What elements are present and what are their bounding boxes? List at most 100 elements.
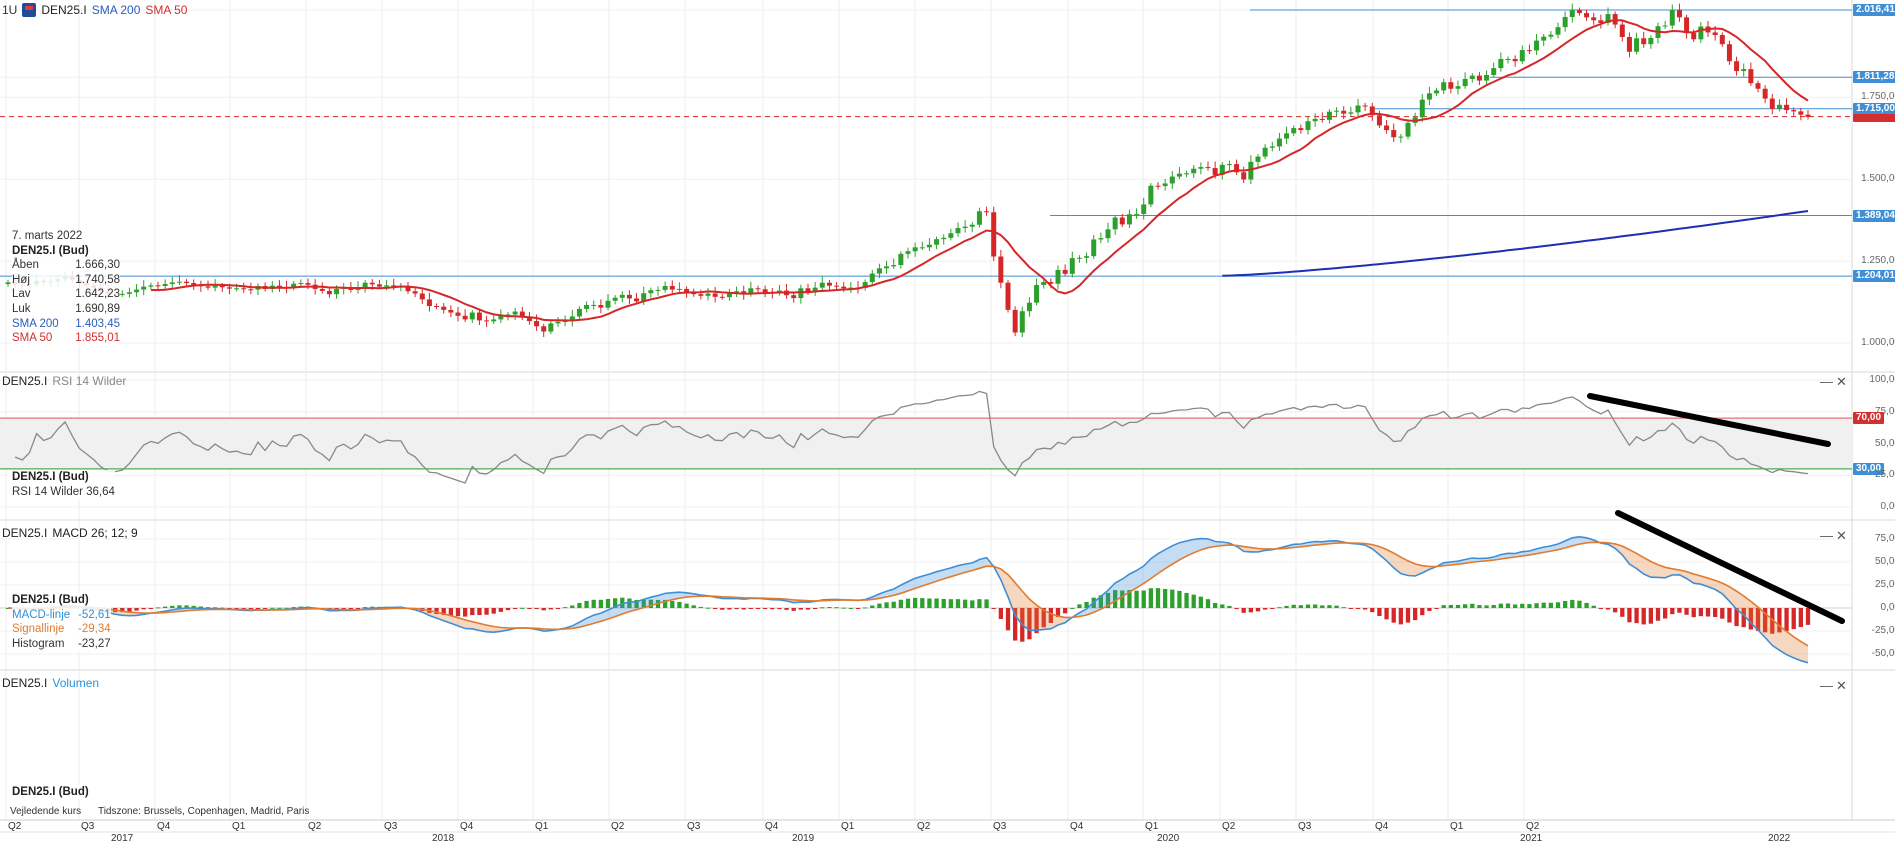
histogram-bar <box>920 598 925 608</box>
histogram-label: Histogram <box>12 637 65 650</box>
histogram-bar <box>1334 605 1339 608</box>
histogram-bar <box>1805 608 1811 625</box>
histogram-bar <box>684 603 689 608</box>
sma200-legend[interactable]: SMA 200 <box>91 3 141 17</box>
macd-fill <box>915 576 923 589</box>
info-value-sma200: 1.403,45 <box>75 317 120 330</box>
candle-body <box>1798 111 1804 115</box>
rsi-plot <box>0 390 1852 484</box>
candle-body <box>484 320 490 322</box>
candle-body <box>226 287 232 289</box>
macd-fill <box>1772 619 1780 651</box>
histogram-bar <box>341 608 346 609</box>
year-tick-label: 2019 <box>792 833 815 844</box>
histogram-bar <box>184 605 189 608</box>
volume-title-symbol: DEN25.I <box>2 676 48 690</box>
year-tick-label: 2018 <box>432 833 455 844</box>
candle-body <box>1134 213 1140 215</box>
macd-title-indicator[interactable]: MACD 26; 12; 9 <box>52 526 138 540</box>
histogram-bar <box>1741 608 1746 628</box>
quarter-tick-label: Q3 <box>687 821 701 832</box>
histogram-bar <box>441 608 446 616</box>
histogram-bar <box>1270 608 1275 609</box>
candle-body <box>241 288 247 290</box>
candle-body <box>1326 111 1332 120</box>
histogram-bar <box>1534 603 1539 608</box>
candle-body <box>1205 167 1211 169</box>
macd-axis-label: 0,00 <box>1880 602 1895 613</box>
macd-close-icon[interactable]: ✕ <box>1836 528 1847 543</box>
candle-body <box>869 273 875 283</box>
candle-body <box>1498 58 1504 69</box>
quarter-tick-label: Q1 <box>841 821 855 832</box>
macd-fill <box>636 599 644 610</box>
histogram-bar <box>434 608 439 615</box>
rsi-box: DEN25.I (Bud) RSI 14 Wilder 36,64 <box>12 470 115 500</box>
macd-fill <box>958 564 966 575</box>
candle-body <box>648 290 654 294</box>
candle-body <box>1291 128 1297 134</box>
histogram-bar <box>277 607 282 609</box>
candle-body <box>448 309 454 313</box>
histogram-bar <box>777 608 782 610</box>
candle-body <box>519 311 525 318</box>
candle-body <box>1726 44 1732 62</box>
volume-minimize-icon[interactable]: — <box>1820 678 1833 693</box>
histogram-bar <box>177 605 182 608</box>
candle-body <box>1176 173 1182 177</box>
quarter-tick-label: Q3 <box>1298 821 1312 832</box>
volume-header: DEN25.I Volumen <box>2 675 99 691</box>
candle-body <box>1455 86 1461 89</box>
macd-minimize-icon[interactable]: — <box>1820 528 1833 543</box>
candle-body <box>1769 98 1775 109</box>
info-label-sma50: SMA 50 <box>12 332 53 345</box>
year-tick-label: 2020 <box>1157 833 1180 844</box>
rsi-close-icon[interactable]: ✕ <box>1836 374 1847 389</box>
sma50-legend[interactable]: SMA 50 <box>145 3 188 17</box>
macd-fill <box>622 602 630 615</box>
histogram-bar <box>1798 608 1803 628</box>
candle-body <box>1469 75 1475 79</box>
candle-body <box>455 312 461 316</box>
histogram-bar <box>1391 608 1396 623</box>
symbol-label[interactable]: DEN25.I <box>41 3 87 17</box>
volume-title-indicator[interactable]: Volumen <box>52 676 100 690</box>
histogram-bar <box>1341 607 1346 609</box>
candle-body <box>1112 217 1118 230</box>
histogram-bar <box>1541 602 1546 608</box>
price-level-tag: 1.811,28 <box>1853 71 1895 84</box>
macd-fill <box>650 595 658 606</box>
histogram-bar <box>927 598 932 608</box>
candle-body <box>1384 125 1390 131</box>
candle-body <box>684 288 690 293</box>
info-value-open: 1.666,30 <box>75 259 120 272</box>
histogram-bar <box>255 608 261 609</box>
candle-body <box>1576 10 1582 14</box>
quarter-tick-label: Q4 <box>765 821 779 832</box>
candle-body <box>934 239 940 245</box>
candle-body <box>1791 110 1797 112</box>
info-label-close: Luk <box>12 302 31 315</box>
histogram-bar <box>1420 608 1425 616</box>
histogram-bar <box>734 608 739 610</box>
candle-body <box>1398 136 1404 138</box>
candle-body <box>1534 40 1540 51</box>
volume-close-icon[interactable]: ✕ <box>1836 678 1847 693</box>
candle-body <box>805 288 811 293</box>
histogram-bar <box>1591 605 1596 608</box>
rsi-title-indicator[interactable]: RSI 14 Wilder <box>52 374 127 388</box>
candle-body <box>1141 204 1147 214</box>
histogram-bar <box>948 599 953 608</box>
histogram-bar <box>1413 608 1418 621</box>
candle-body <box>205 286 211 288</box>
candle-body <box>1805 114 1811 117</box>
histogram-bar <box>1513 604 1518 608</box>
candle-body <box>1784 104 1790 111</box>
interval-label[interactable]: 1U <box>2 3 18 17</box>
rsi-minimize-icon[interactable]: — <box>1820 374 1833 389</box>
histogram-bar <box>1491 604 1496 608</box>
histogram-bar <box>1498 603 1503 608</box>
candle-body <box>134 289 140 293</box>
quarter-tick-label: Q2 <box>611 821 625 832</box>
